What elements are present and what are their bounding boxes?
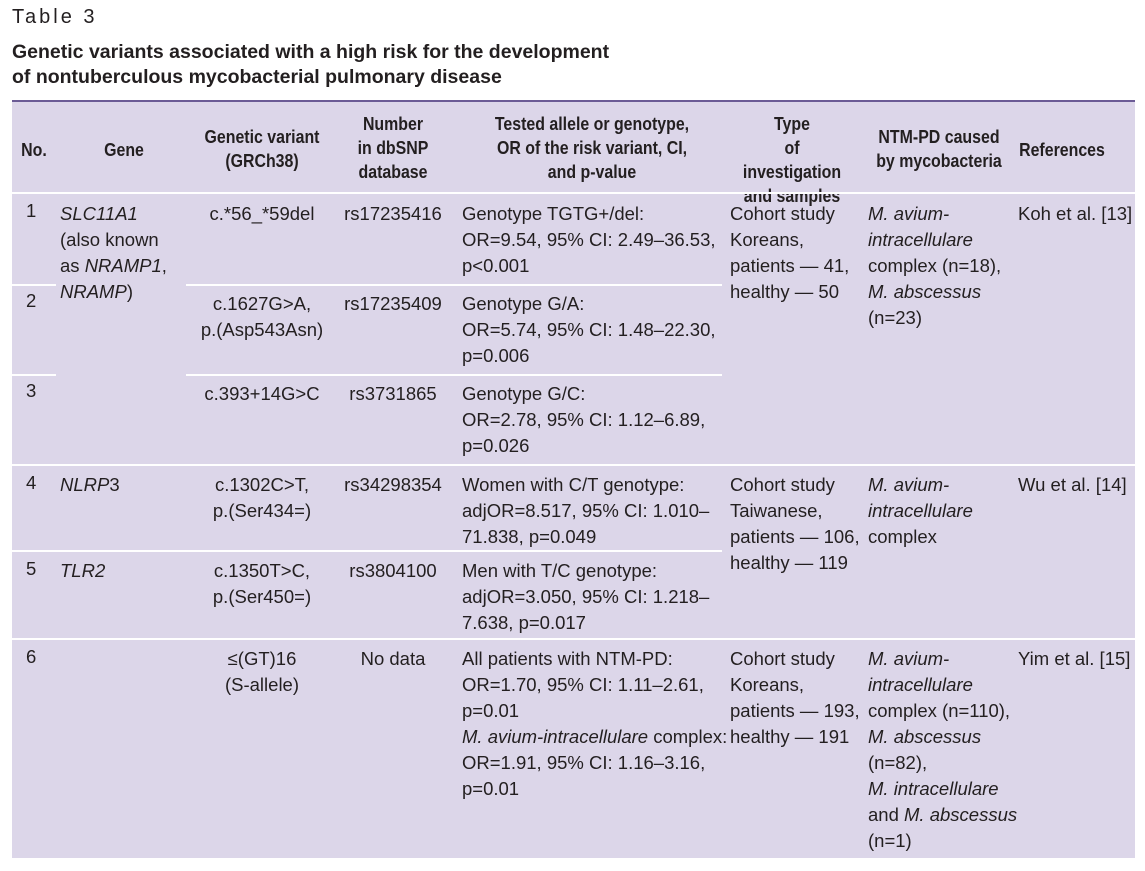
row-1-allele: Genotype TGTG+/del: OR=9.54, 95% CI: 2.49… [462, 203, 716, 276]
row-2-dbsnp: rs17235409 [344, 293, 442, 314]
group-1-reference: Koh et al. [13] [1018, 203, 1133, 224]
divider-row2-no [12, 374, 56, 376]
row-4-number: 4 [26, 472, 37, 493]
group-1-ntm: M. avium-intracellulare complex (n=18), M.… [868, 203, 1002, 328]
divider-group2 [12, 638, 1135, 640]
group-3-reference: Yim et al. [15] [1018, 648, 1131, 669]
group-2-ntm: M. avium-intracellulare complex [868, 474, 973, 547]
row-5-number: 5 [26, 558, 37, 579]
row-2-allele: Genotype G/A: OR=5.74, 95% CI: 1.48–22.30… [462, 293, 716, 366]
table-title: Genetic variants associated with a high … [12, 40, 609, 90]
group-2-reference: Wu et al. [14] [1018, 474, 1127, 495]
divider-header [12, 192, 1135, 194]
row-4-variant: c.1302C>T, p.(Ser434=) [212, 474, 312, 521]
row-1-dbsnp: rs17235416 [344, 203, 442, 224]
row-4-dbsnp: rs34298354 [344, 474, 442, 495]
header-variant: Genetic variant (GRCh38) [204, 126, 320, 171]
divider-row1-no [12, 284, 56, 286]
divider-row4 [12, 550, 722, 552]
row-5-variant: c.1350T>C, p.(Ser450=) [212, 560, 312, 607]
table-label: Table 3 [12, 6, 98, 28]
table-panel: No. Gene Genetic variant (GRCh38) Number i… [12, 102, 1135, 858]
row-1-number: 1 [26, 200, 37, 221]
row-2-variant: c.1627G>A, p.(Asp543Asn) [200, 293, 324, 340]
header-allele: Tested allele or genotype, OR of the risk… [494, 113, 690, 182]
group-3-type: Cohort study Koreans, patients — 193, healt… [730, 648, 860, 747]
row-6-dbsnp: No data [360, 648, 426, 669]
group-3-ntm: M. avium-intracellulare complex (n=110), M… [868, 648, 1018, 851]
group-1-type: Cohort study Koreans, patients — 41, health… [730, 203, 850, 302]
header-ntm: NTM-PD caused by mycobacteria [876, 126, 1002, 171]
gene-tlr2: TLR2 [60, 560, 106, 581]
divider-row2 [186, 374, 722, 376]
divider-group1 [12, 464, 1135, 466]
row-6-variant: ≤(GT)16 (S-allele) [224, 648, 300, 695]
gene-slc11a1: SLC11A1 (also known as NRAMP1, NRAMP) [60, 203, 167, 302]
table-top-rule [12, 100, 1135, 102]
group-2-type: Cohort study Taiwanese, patients — 106, hea… [730, 474, 860, 573]
row-6-number: 6 [26, 646, 37, 667]
row-5-dbsnp: rs3804100 [349, 560, 437, 581]
row-1-variant: c.*56_*59del [209, 203, 315, 224]
header-type: Type of investigation and samples [742, 113, 842, 206]
row-2-number: 2 [26, 290, 37, 311]
row-3-number: 3 [26, 380, 37, 401]
row-3-allele: Genotype G/C: OR=2.78, 95% CI: 1.12–6.89,… [462, 383, 706, 456]
row-3-variant: c.393+14G>C [204, 383, 320, 404]
header-references: References [1019, 139, 1105, 160]
gene-nlrp3: NLRP3 [60, 474, 120, 495]
divider-row1 [186, 284, 722, 286]
header-dbsnp: Number in dbSNP database [357, 113, 429, 182]
row-6-allele: All patients with NTM-PD: OR=1.70, 95% CI… [462, 648, 728, 799]
row-4-allele: Women with C/T genotype: adjOR=8.517, 95%… [462, 474, 710, 547]
header-no: No. [21, 139, 47, 160]
row-5-allele: Men with T/C genotype: adjOR=3.050, 95% C… [462, 560, 710, 633]
header-gene: Gene [104, 139, 144, 160]
row-3-dbsnp: rs3731865 [349, 383, 437, 404]
title-line-1: Genetic variants associated with a high … [12, 41, 610, 63]
title-line-2: of nontuberculous mycobacterial pulmonar… [12, 66, 502, 88]
